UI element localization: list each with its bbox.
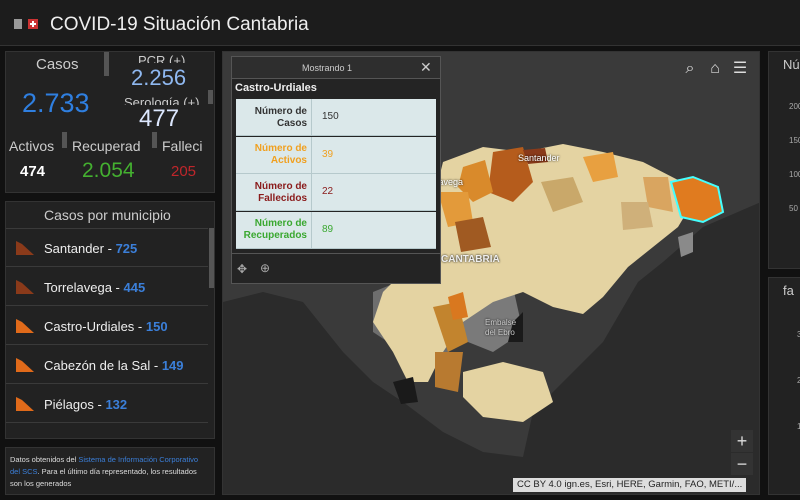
recuperados-value: 2.054 [82, 159, 135, 182]
municipio-value: 149 [161, 358, 184, 373]
municipio-icon [16, 280, 34, 294]
footer-link[interactable]: Sistema de Información Corporativo del S… [10, 455, 199, 476]
popup-row-value: 150 [322, 111, 339, 122]
municipio-name: Castro-Urdiales - [44, 319, 143, 334]
municipio-item[interactable]: Piélagos - 132 [6, 385, 208, 423]
popup-close[interactable]: ✕ [420, 59, 432, 75]
summary-panel: Casos 2.733 PCR (+) 2.256 Serología (+) … [5, 51, 215, 193]
municipio-label: Castro-Urdiales - 150 [44, 319, 168, 334]
municipio-value: 445 [123, 280, 146, 295]
serologia-label: Serología (+) [124, 95, 200, 105]
recuperados-label: Recuperad [72, 138, 141, 154]
y-tick-label: 3 [797, 330, 800, 339]
title: COVID-19 Situación Cantabria [50, 14, 309, 35]
municipio-value: 725 [115, 241, 138, 256]
municipio-label: Santander - 725 [44, 241, 137, 256]
popup-row: Número de Activos 39 [236, 136, 436, 174]
serologia-value: 477 [139, 105, 180, 132]
pan-button[interactable]: ✥ [237, 262, 248, 276]
popup-row-label: Número de Activos [236, 136, 312, 174]
municipio-name: Santander - [44, 241, 112, 256]
right-panel-1: Nú 200 150 100 50 [768, 51, 800, 269]
fallecidos-value: 205 [171, 163, 197, 180]
municipio-name: Torrelavega - [44, 280, 120, 295]
footer-text: . Para el último día representado, los r… [10, 467, 197, 488]
municipio-icon [16, 241, 34, 255]
y-tick-label: 200 [789, 102, 800, 111]
municipio-label: Cabezón de la Sal - 149 [44, 358, 184, 373]
municipio-item[interactable]: Santander - 725 [6, 229, 208, 267]
municipios-title: Casos por municipio [44, 207, 171, 223]
popup: Mostrando 1 ✕ Castro-Urdiales Número de … [231, 56, 441, 284]
municipio-item[interactable]: Torrelavega - 445 [6, 268, 208, 306]
panel-title: fa [783, 283, 794, 298]
municipio-icon [16, 319, 34, 333]
search-button[interactable]: ⌕ [685, 60, 695, 77]
zoom-in-button[interactable]: + [731, 430, 753, 452]
activos-label: Activos [9, 138, 55, 154]
popup-row: Número de Fallecidos 22 [236, 174, 436, 211]
scrollbar [209, 228, 214, 288]
y-tick-label: 50 [789, 204, 798, 213]
header: COVID-19 Situación Cantabria [0, 0, 800, 46]
divider [232, 253, 440, 254]
popup-row-value: 39 [322, 148, 334, 160]
pcr-label: PCR (+) [138, 53, 186, 63]
popup-row-value: 89 [322, 223, 334, 235]
y-tick-label: 2 [797, 376, 800, 385]
zoom-out-button[interactable]: − [731, 453, 753, 475]
municipio-name: Piélagos - [44, 397, 102, 412]
municipios-panel: Casos por municipio Santander - 725 Torre… [5, 201, 215, 439]
popup-row-label: Número de Casos [236, 99, 312, 136]
activos-value: 474 [20, 163, 46, 180]
attribution: CC BY 4.0 ign.es, Esri, HERE, Garmin, FA… [513, 478, 747, 492]
popup-header-text: Mostrando 1 [301, 63, 353, 73]
popup-title: Castro-Urdiales [235, 82, 317, 94]
casos-label: Casos [36, 56, 79, 73]
map[interactable]: SantanderTorrelavegaCANTABRIAEmbalse del… [222, 51, 760, 495]
zoom-to-button[interactable]: ⊕ [260, 261, 271, 275]
popup-row: Número de Recuperados 89 [236, 211, 436, 249]
municipio-label: Torrelavega - 445 [44, 280, 145, 295]
popup-row-value: 22 [322, 186, 334, 197]
list-button[interactable]: ☰ [732, 60, 748, 77]
pcr-value: 2.256 [131, 65, 187, 90]
municipio-value: 132 [105, 397, 128, 412]
popup-row-label: Número de Fallecidos [236, 174, 312, 211]
right-panel-2: fa 3 2 1 [768, 277, 800, 495]
scrollbar [152, 132, 157, 148]
map-label: CANTABRIA [441, 254, 500, 265]
home-button[interactable]: ⌂ [710, 60, 720, 77]
y-tick-label: 1 [797, 422, 800, 431]
municipio-item[interactable]: Cabezón de la Sal - 149 [6, 346, 208, 384]
municipio-name: Cabezón de la Sal - [44, 358, 159, 373]
y-tick-label: 150 [789, 136, 800, 145]
scrollbar [104, 52, 109, 76]
municipio-label: Piélagos - 132 [44, 397, 127, 412]
scrollbar [208, 90, 213, 104]
fallecidos-label: Falleci [162, 138, 203, 154]
logo [14, 19, 38, 29]
municipio-icon [16, 358, 34, 372]
municipio-value: 150 [145, 319, 168, 334]
map-label: Santander [518, 153, 560, 163]
y-tick-label: 100 [789, 170, 800, 179]
panel-title: Nú [783, 57, 800, 72]
popup-row-label: Número de Recuperados [236, 211, 312, 249]
popup-row: Número de Casos 150 [236, 99, 436, 136]
map-label: Embalse del Ebro [485, 318, 517, 337]
scrollbar [62, 132, 67, 148]
casos-value: 2.733 [22, 88, 90, 118]
municipios-list: Santander - 725 Torrelavega - 445 Castro-U… [6, 228, 208, 438]
popup-header: Mostrando 1 ✕ [232, 57, 440, 79]
municipio-item[interactable]: Castro-Urdiales - 150 [6, 307, 208, 345]
footer-text: Datos obtenidos del [10, 455, 79, 464]
footer-panel: Datos obtenidos del Sistema de Informaci… [5, 447, 215, 495]
municipio-icon [16, 397, 34, 411]
